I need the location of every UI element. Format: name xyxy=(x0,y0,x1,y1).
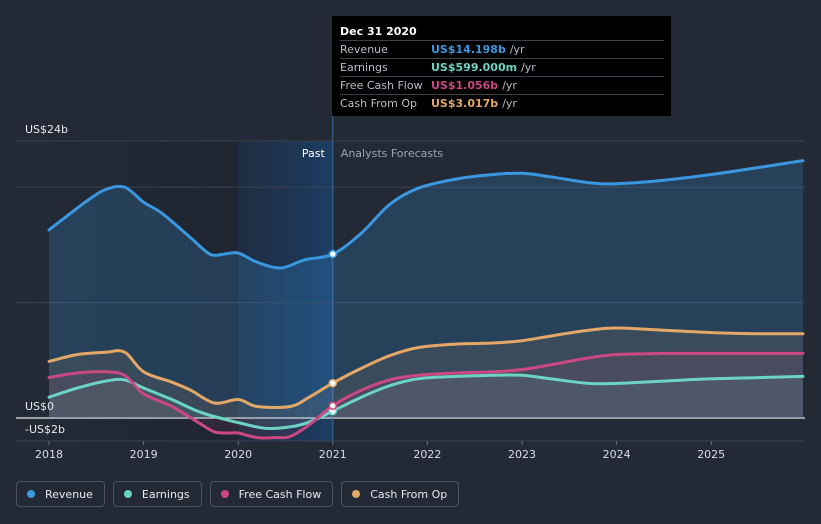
x-tick-label: 2022 xyxy=(413,448,441,461)
tooltip-row-value: US$1.056b xyxy=(431,79,499,92)
tooltip-row-name: Cash From Op xyxy=(340,97,418,110)
past-label: Past xyxy=(302,147,326,160)
tooltip-row-revenue: Revenue US$14.198b /yr xyxy=(340,40,664,58)
earnings-dot-icon xyxy=(123,490,132,498)
x-tick-label: 2018 xyxy=(35,448,63,461)
cash-from-op-marker xyxy=(328,378,338,388)
x-tick-label: 2021 xyxy=(319,448,347,461)
x-tick-label: 2019 xyxy=(130,448,158,461)
y-tick-label: US$0 xyxy=(25,400,54,413)
y-tick-label: -US$2b xyxy=(25,423,65,436)
legend-item-cash-from-op[interactable]: Cash From Op xyxy=(341,481,460,507)
tooltip-row-cash-from-op: Cash From Op US$3.017b /yr xyxy=(340,94,664,112)
tooltip-row-value: US$14.198b xyxy=(431,43,506,56)
revenue-marker xyxy=(328,249,338,259)
tooltip: Dec 31 2020 Revenue US$14.198b /yr Earni… xyxy=(332,16,671,116)
free-cash-flow-area xyxy=(49,353,803,439)
tooltip-row-value: US$599.000m xyxy=(431,61,518,74)
legend-item-free-cash-flow[interactable]: Free Cash Flow xyxy=(209,481,334,507)
tooltip-row-name: Revenue xyxy=(340,43,388,56)
legend-label: Revenue xyxy=(45,487,93,501)
tooltip-date: Dec 31 2020 xyxy=(340,25,417,38)
legend-label: Earnings xyxy=(141,487,190,501)
x-tick-label: 2024 xyxy=(603,448,631,461)
tooltip-row-value: US$3.017b xyxy=(431,97,499,110)
legend-item-revenue[interactable]: Revenue xyxy=(16,481,105,507)
legend: Revenue Earnings Free Cash Flow Cash Fro… xyxy=(16,481,460,507)
forecast-label: Analysts Forecasts xyxy=(341,147,444,160)
tooltip-row-earnings: Earnings US$599.000m /yr xyxy=(340,58,664,76)
tooltip-row-free-cash-flow: Free Cash Flow US$1.056b /yr xyxy=(340,76,664,94)
tooltip-row-unit: /yr xyxy=(521,61,536,74)
free-cash-flow-marker xyxy=(328,401,338,411)
revenue-dot-icon xyxy=(27,490,35,498)
free-cash-flow-dot-icon xyxy=(220,490,229,498)
tooltip-row-unit: /yr xyxy=(502,79,517,92)
earnings-area xyxy=(49,374,803,429)
x-tick-label: 2025 xyxy=(697,448,725,461)
tooltip-row-name: Free Cash Flow xyxy=(340,79,423,92)
y-axis: US$24b US$0 -US$2b xyxy=(25,123,68,436)
x-axis: Past Analysts Forecasts 2018 2019 2020 2021 20… xyxy=(35,147,725,461)
x-tick-label: 2023 xyxy=(508,448,536,461)
x-tick-label: 2020 xyxy=(224,448,252,461)
legend-item-earnings[interactable]: Earnings xyxy=(112,481,202,507)
cash-from-op-line xyxy=(47,326,805,409)
cash-from-op-dot-icon xyxy=(352,490,361,498)
tooltip-row-name: Earnings xyxy=(340,61,388,74)
earnings-line xyxy=(47,373,805,431)
legend-label: Cash From Op xyxy=(370,487,448,501)
legend-label: Free Cash Flow xyxy=(238,487,322,501)
tooltip-row-unit: /yr xyxy=(509,43,525,56)
free-cash-flow-line xyxy=(47,351,805,440)
cash-from-op-area xyxy=(49,328,803,418)
tooltip-row-unit: /yr xyxy=(502,97,517,110)
y-tick-label: US$24b xyxy=(25,123,68,136)
